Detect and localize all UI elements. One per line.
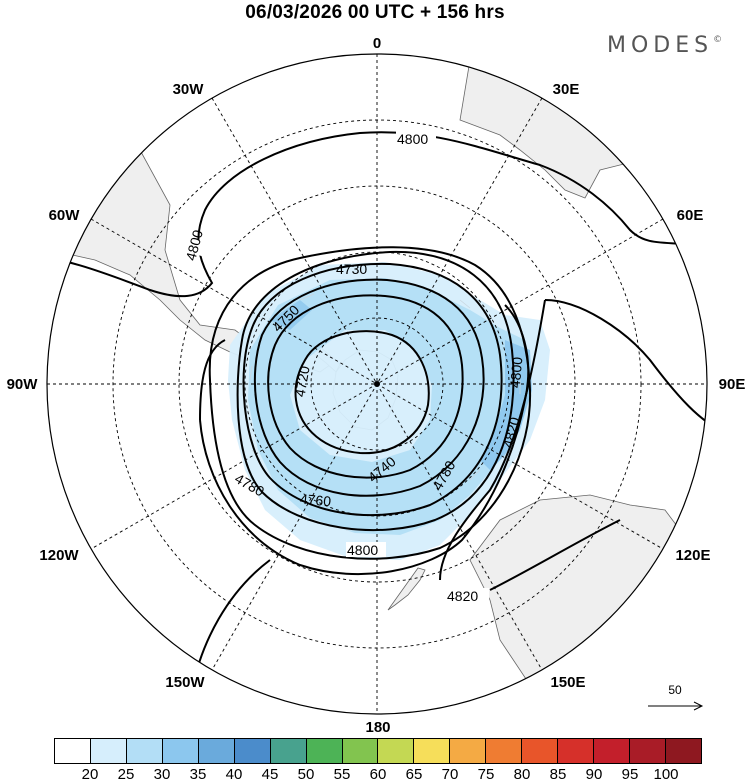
colorbar-swatch [594,739,630,763]
colorbar-label: 70 [441,766,459,783]
contour-label-4800-right: 4800 [507,356,526,389]
colorbar-label: 45 [261,766,279,783]
contour-4800-inner [199,304,530,576]
contour-4730 [267,294,464,479]
contour-4820-se [489,519,621,591]
colorbar-label: 85 [549,766,567,783]
colorbar-swatch [450,739,487,763]
colorbar-swatch [270,739,307,763]
colorbar-swatch [630,739,666,763]
colorbar-swatch [522,739,559,763]
new-zealand-land [387,567,426,611]
contour-4820-east [544,299,707,431]
colorbar-swatch [90,739,127,763]
lon-label-120w: 120W [39,547,79,564]
africa-land [459,59,707,199]
contour-label-4800-bottom: 4800 [347,542,378,558]
lon-label-150e: 150E [550,674,585,691]
contour-label-4800-top: 4800 [397,131,428,147]
wind-region-strong [480,340,532,470]
colorbar-label: 20 [81,766,99,783]
wind-speed-colorbar [54,738,702,764]
map-title: 06/03/2026 00 UTC + 156 hrs [245,2,505,23]
lon-label-120e: 120E [675,547,710,564]
colorbar-label: 100 [653,766,679,783]
contour-label-4730: 4730 [336,261,367,277]
lon-label-180: 180 [365,719,390,736]
lon-label-60e: 60E [677,207,704,224]
contour-label-4820-bottom: 4820 [447,588,478,604]
map-boundary [46,53,708,715]
australia-land [469,494,701,701]
colorbar-swatch [306,739,343,763]
contour-4740 [253,278,485,497]
colorbar-swatch [558,739,595,763]
contour-4800-west [199,339,226,421]
colorbar-label: 90 [585,766,603,783]
colorbar-swatch [198,739,235,763]
lon-label-30e: 30E [553,81,580,98]
contour-label-4720: 4720 [292,365,313,399]
lon-label-0: 0 [373,35,381,52]
colorbar-swatch [162,739,199,763]
colorbar-swatch [126,739,163,763]
colorbar-label: 95 [621,766,639,783]
lon-label-60w: 60W [49,207,81,224]
colorbar-labels: 20 25 30 35 40 45 50 55 60 65 70 75 80 85 90 95 100 [54,766,702,783]
contour-4820-inner [439,299,546,581]
colorbar-label: 30 [153,766,171,783]
contour-label-4760: 4760 [299,491,332,510]
lon-label-90w: 90W [7,376,39,393]
low-centre-marker [374,381,380,387]
colorbar-label: 80 [513,766,531,783]
contour-4800-main [47,131,701,298]
contour-label-4820-right: 4820 [499,415,523,449]
contours [47,131,707,701]
colorbar-label: 35 [189,766,207,783]
colorbar-label: 65 [405,766,423,783]
longitude-labels: 0 30E 60E 90E 120E 150E 180 150W 120W 90… [7,35,746,736]
contour-4760 [236,250,515,532]
colorbar-label: 55 [333,766,351,783]
colorbar-label: 25 [117,766,135,783]
colorbar-swatch [414,739,451,763]
brand-name: MODES [607,33,714,58]
colorbar-swatch [378,739,415,763]
copyright-mark: © [713,35,723,45]
contour-label-4800-left: 4800 [182,228,206,262]
colorbar-label: 60 [369,766,387,783]
contour-4720 [294,330,430,455]
colorbar-label: 50 [297,766,315,783]
colorbar-swatch [55,739,91,763]
colorbar-swatch [665,739,701,763]
colorbar-swatch [342,739,379,763]
wind-reference-label: 50 [668,683,682,697]
contour-4750 [242,262,503,517]
colorbar-label: 75 [477,766,495,783]
lon-label-30w: 30W [173,81,205,98]
wind-region-strong-2 [270,300,312,330]
wind-reference: 50 [648,683,704,711]
lon-label-150w: 150W [165,674,205,691]
colorbar-swatch [234,739,271,763]
colorbar-swatch [486,739,523,763]
wind-reference-arrow-head [693,701,704,711]
map-content [47,54,707,714]
modes-logo: MODES© [607,33,722,58]
contour-labels: 4800 4800 4730 4750 4720 4800 4820 4740 … [175,131,526,604]
wind-speed-shading [228,262,550,560]
wind-region-mid [248,278,530,535]
colorbar-label: 40 [225,766,243,783]
lon-label-90e: 90E [719,376,746,393]
contour-4780 [208,246,532,560]
